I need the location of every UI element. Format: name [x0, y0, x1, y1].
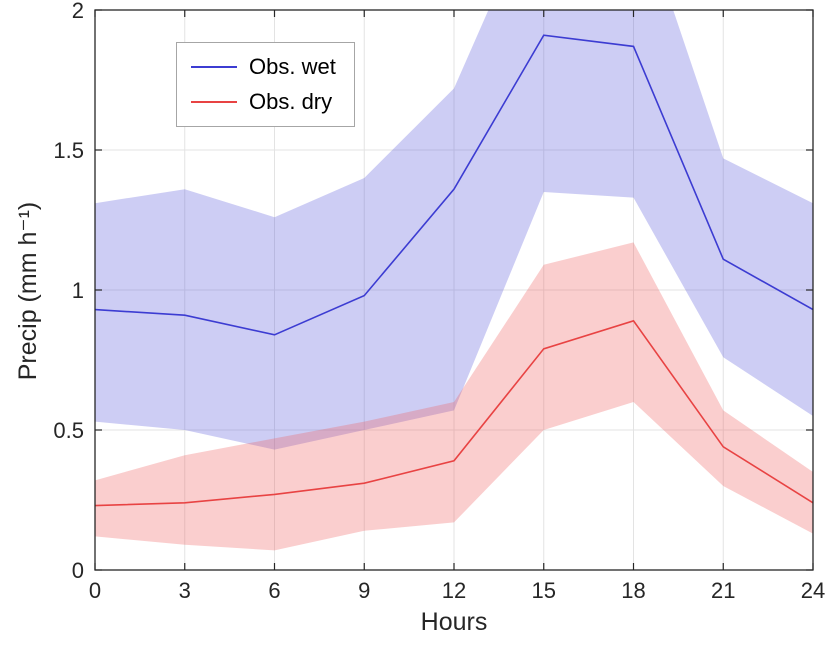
x-tick-label: 15 — [532, 578, 556, 603]
x-axis-label: Hours — [420, 608, 488, 636]
x-tick-label: 6 — [268, 578, 280, 603]
y-tick-label: 0 — [72, 558, 84, 583]
obs-dry-line — [95, 319, 813, 507]
legend-label-obs-dry: Obs. dry — [249, 89, 333, 114]
x-tick-label: 18 — [621, 578, 645, 603]
x-tick-label: 9 — [358, 578, 370, 603]
x-tick-label: 3 — [179, 578, 191, 603]
y-tick-label: 0.5 — [53, 418, 84, 443]
obs-dry-band — [95, 242, 813, 551]
obs-wet-line — [95, 34, 813, 336]
x-tick-label: 24 — [801, 578, 825, 603]
y-tick-label: 1.5 — [53, 138, 84, 163]
legend: Obs. wet Obs. dry — [176, 42, 355, 127]
legend-item-obs-wet: Obs. wet — [191, 54, 336, 80]
obs-wet-band — [95, 10, 813, 450]
obs-dry-line-swatch — [191, 101, 237, 103]
y-tick-label: 2 — [72, 0, 84, 23]
y-tick-label: 1 — [72, 278, 84, 303]
legend-item-obs-dry: Obs. dry — [191, 89, 336, 115]
y-axis-label: Precip (mm h⁻¹) — [14, 201, 42, 381]
x-tick-label: 0 — [89, 578, 101, 603]
legend-label-obs-wet: Obs. wet — [249, 54, 336, 79]
x-tick-label: 21 — [711, 578, 735, 603]
x-tick-label: 12 — [442, 578, 466, 603]
obs-wet-line-swatch — [191, 66, 237, 68]
